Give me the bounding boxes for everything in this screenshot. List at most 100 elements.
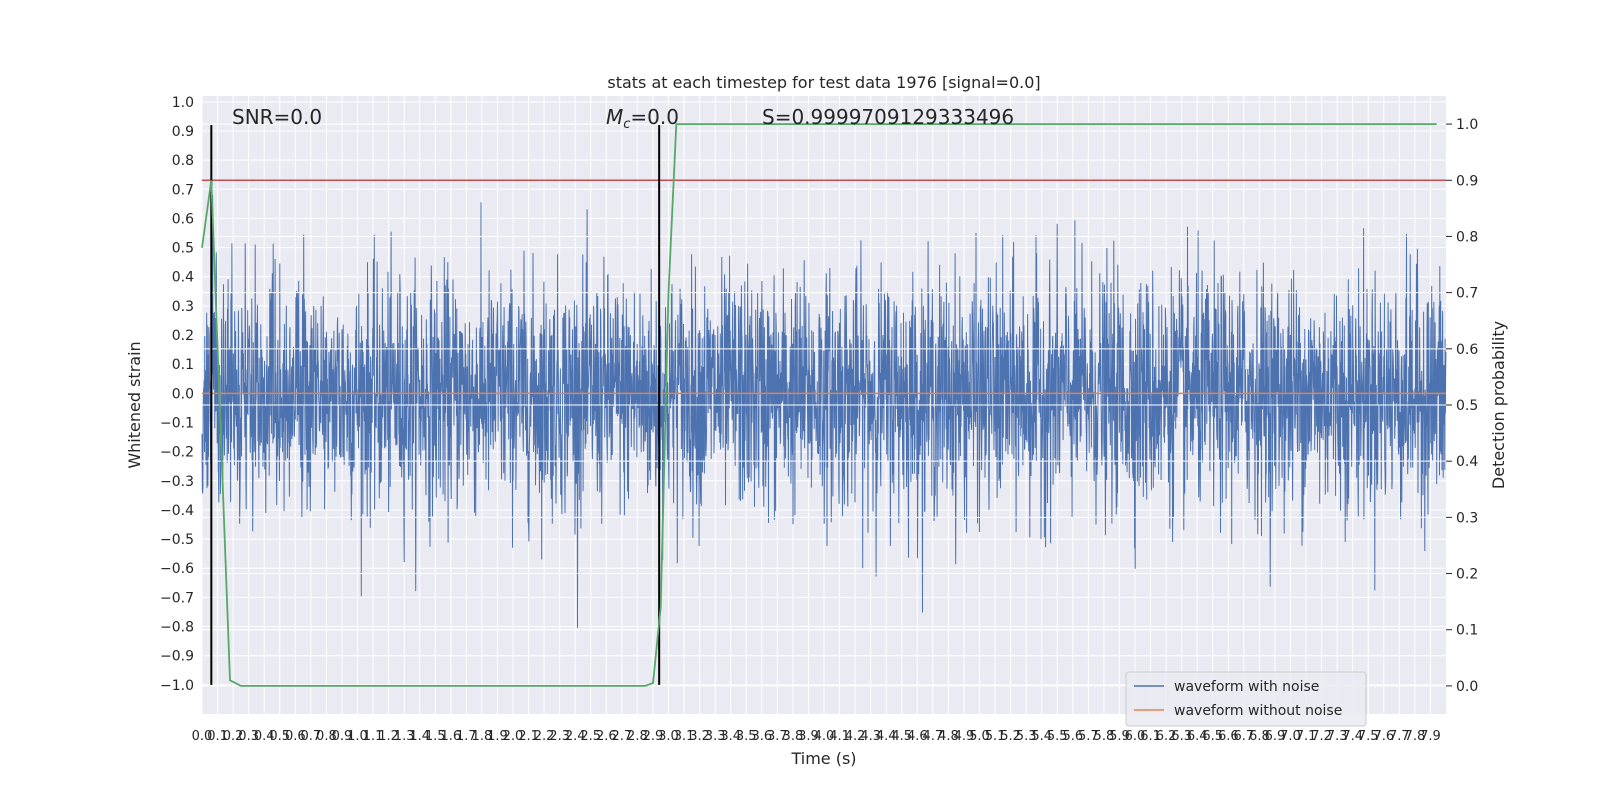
x-tick-label: 7.4 — [1342, 729, 1363, 744]
x-tick-label: 5.5 — [1047, 729, 1068, 744]
x-tick-label: 1.1 — [363, 729, 384, 744]
y-tick-label: 0.7 — [172, 182, 194, 198]
x-tick-label: 0.4 — [254, 729, 275, 744]
x-tick-label: 6.2 — [1156, 729, 1177, 744]
x-tick-label: 2.0 — [503, 729, 524, 744]
x-tick-label: 4.8 — [938, 729, 959, 744]
x-tick-label: 4.3 — [860, 729, 881, 744]
x-tick-label: 3.5 — [736, 729, 757, 744]
x-tick-label: 7.5 — [1358, 729, 1379, 744]
x-tick-label: 2.6 — [596, 729, 617, 744]
y2-axis-label: Detection probability — [1489, 321, 1508, 489]
x-tick-label: 7.6 — [1373, 729, 1394, 744]
x-tick-label: 6.6 — [1218, 729, 1239, 744]
y2-tick-label: 0.4 — [1456, 454, 1478, 470]
y-tick-label: 0.3 — [172, 299, 194, 315]
x-tick-label: 7.0 — [1280, 729, 1301, 744]
y-axis-left-ticks: 1.0 0.9 0.8 0.7 0.6 0.5 0.4 0.3 0.2 0.1 0.0 −0.1 −0.… — [160, 95, 194, 694]
y-tick-label: −0.9 — [160, 649, 194, 665]
x-tick-label: 5.3 — [1016, 729, 1037, 744]
legend: waveform with noise waveform without noi… — [1125, 671, 1367, 727]
y2-tick-label: 0.0 — [1456, 679, 1478, 695]
x-tick-label: 1.2 — [378, 729, 399, 744]
x-tick-label: 4.2 — [845, 729, 866, 744]
y-tick-label: −0.4 — [160, 503, 194, 519]
annotation-mc: Mc=0.0 — [606, 105, 679, 132]
legend-label-noise: waveform with noise — [1174, 679, 1319, 695]
x-tick-label: 1.8 — [472, 729, 493, 744]
chart-title: stats at each timestep for test data 197… — [607, 73, 1040, 92]
x-tick-label: 6.7 — [1234, 729, 1255, 744]
x-tick-label: 2.4 — [565, 729, 586, 744]
x-tick-label: 0.7 — [301, 729, 322, 744]
y2-tick-label: 0.9 — [1456, 173, 1478, 189]
x-tick-label: 0.8 — [316, 729, 337, 744]
y2-tick-label: 0.6 — [1456, 342, 1478, 358]
y-tick-label: 1.0 — [172, 95, 194, 111]
y-tick-label: −0.2 — [160, 445, 194, 461]
x-tick-label: 0.2 — [223, 729, 244, 744]
legend-box — [1125, 671, 1367, 727]
x-tick-label: 5.0 — [969, 729, 990, 744]
x-tick-label: 4.6 — [907, 729, 928, 744]
y-tick-label: 0.5 — [172, 241, 194, 257]
x-axis-label: Time (s) — [790, 749, 856, 768]
x-tick-label: 2.5 — [580, 729, 601, 744]
x-tick-label: 0.1 — [207, 729, 228, 744]
y2-tick-label: 0.5 — [1456, 398, 1478, 414]
y-tick-label: 0.6 — [172, 211, 194, 227]
x-tick-label: 0.0 — [192, 729, 213, 744]
y2-tick-label: 0.1 — [1456, 623, 1478, 639]
x-tick-label: 7.3 — [1327, 729, 1348, 744]
x-tick-label: 4.7 — [923, 729, 944, 744]
annotation-mc-symbol: M — [606, 105, 623, 129]
x-tick-label: 1.5 — [425, 729, 446, 744]
legend-label-clean: waveform without noise — [1174, 703, 1342, 719]
x-tick-label: 5.4 — [1031, 729, 1052, 744]
y-axis-label: Whitened strain — [125, 341, 144, 468]
y-tick-label: −0.8 — [160, 620, 194, 636]
annotation-s: S=0.9999709129333496 — [762, 105, 1014, 129]
series-waveform-with-noise — [201, 194, 1447, 628]
x-tick-label: 3.0 — [658, 729, 679, 744]
x-tick-label: 6.0 — [1125, 729, 1146, 744]
series-detection-probability — [201, 123, 1437, 687]
y2-tick-label: 0.3 — [1456, 510, 1478, 526]
overlay — [201, 123, 1446, 687]
x-tick-label: 5.7 — [1078, 729, 1099, 744]
x-tick-label: 0.6 — [285, 729, 306, 744]
x-tick-label: 3.4 — [720, 729, 741, 744]
x-tick-label: 5.8 — [1094, 729, 1115, 744]
x-tick-label: 2.9 — [643, 729, 664, 744]
x-tick-label: 3.3 — [705, 729, 726, 744]
y-tick-label: 0.9 — [172, 124, 194, 140]
annotation-mc-value: =0.0 — [630, 105, 679, 129]
y-tick-label: 0.2 — [172, 328, 194, 344]
x-tick-label: 7.2 — [1311, 729, 1332, 744]
y-axis-right-ticks: 1.0 0.9 0.8 0.7 0.6 0.5 0.4 0.3 0.2 0.1 0.0 — [1446, 117, 1478, 695]
x-tick-label: 4.1 — [829, 729, 850, 744]
x-tick-label: 5.9 — [1109, 729, 1130, 744]
annotation-snr: SNR=0.0 — [232, 105, 322, 129]
x-tick-label: 0.3 — [238, 729, 259, 744]
y-tick-label: −1.0 — [160, 678, 194, 694]
x-tick-label: 1.6 — [440, 729, 461, 744]
x-tick-label: 4.5 — [891, 729, 912, 744]
x-tick-label: 6.8 — [1249, 729, 1270, 744]
y-tick-label: −0.6 — [160, 561, 194, 577]
x-tick-label: 2.1 — [518, 729, 539, 744]
x-tick-label: 1.0 — [347, 729, 368, 744]
y-tick-label: −0.3 — [160, 474, 194, 490]
x-tick-label: 5.1 — [985, 729, 1006, 744]
x-tick-label: 4.9 — [954, 729, 975, 744]
x-tick-label: 2.3 — [549, 729, 570, 744]
x-tick-label: 1.3 — [394, 729, 415, 744]
annotation-mc-sub: c — [623, 117, 630, 132]
x-tick-label: 4.0 — [814, 729, 835, 744]
noise-trace — [201, 194, 1447, 628]
y-tick-label: 0.0 — [172, 386, 194, 402]
x-tick-label: 1.4 — [409, 729, 430, 744]
x-tick-label: 4.4 — [876, 729, 897, 744]
x-tick-label: 6.3 — [1171, 729, 1192, 744]
